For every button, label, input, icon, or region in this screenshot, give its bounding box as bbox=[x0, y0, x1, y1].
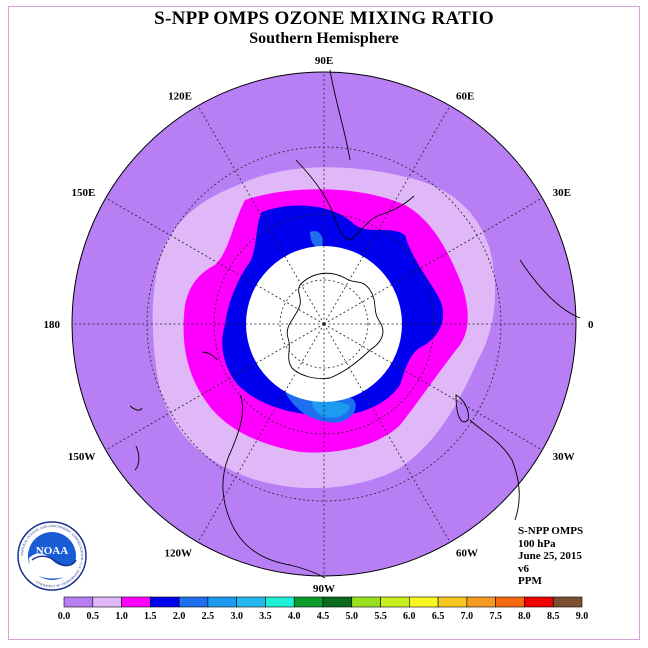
new-zealand-coast bbox=[129, 351, 219, 471]
longitude-label: 30E bbox=[553, 187, 571, 199]
meridian-line bbox=[197, 105, 325, 325]
colorbar-tick-label: 6.5 bbox=[432, 611, 445, 622]
colorbar-tick-label: 5.5 bbox=[374, 611, 387, 622]
longitude-label: 30W bbox=[553, 451, 575, 463]
colorbar-tick-label: 4.5 bbox=[317, 611, 330, 622]
colorbar-swatch bbox=[150, 596, 180, 608]
meridian-line bbox=[323, 323, 543, 451]
longitude-label: 180 bbox=[44, 319, 61, 331]
map-subtitle: Southern Hemisphere bbox=[249, 30, 399, 47]
graticule bbox=[72, 72, 576, 576]
longitude-label: 60W bbox=[456, 548, 478, 560]
longitude-label: 150W bbox=[68, 451, 96, 463]
colorbar-swatch bbox=[121, 596, 151, 608]
coastlines bbox=[129, 69, 581, 579]
colorbar-tick-label: 0.0 bbox=[58, 611, 71, 622]
colorbar-swatch bbox=[92, 596, 122, 608]
colorbar-tick-label: 0.5 bbox=[87, 611, 100, 622]
info-date: June 25, 2015 bbox=[518, 550, 582, 562]
colorbar-tick-label: 3.0 bbox=[230, 611, 243, 622]
antarctica-coast bbox=[286, 272, 384, 379]
colorbar-tick-label: 1.5 bbox=[144, 611, 157, 622]
colorbar-tick-label: 9.0 bbox=[576, 611, 589, 622]
colorbar-swatch bbox=[236, 596, 266, 608]
info-level: 100 hPa bbox=[518, 537, 556, 550]
colorbar-swatch bbox=[552, 596, 583, 608]
map-boundary bbox=[71, 71, 577, 577]
map-title: S-NPP OMPS OZONE MIXING RATIO bbox=[154, 8, 494, 29]
info-version: v6 bbox=[518, 562, 529, 575]
colorbar-swatch bbox=[380, 596, 410, 608]
south-america-coast bbox=[295, 69, 415, 241]
colorbar-swatch bbox=[524, 596, 554, 608]
colorbar-tick-label: 2.5 bbox=[202, 611, 215, 622]
colorbar-tick-label: 2.0 bbox=[173, 611, 186, 622]
colorbar-tick-label: 7.0 bbox=[461, 611, 474, 622]
colorbar-tick-label: 8.0 bbox=[518, 611, 531, 622]
colorbar-swatch bbox=[265, 596, 295, 608]
africa-coast bbox=[469, 259, 581, 521]
meridian-line bbox=[197, 323, 325, 543]
colorbar-swatch bbox=[495, 596, 525, 608]
info-block: S-NPP OMPS 100 hPa June 25, 2015 v6 PPM bbox=[518, 525, 583, 588]
colorbar-tick-label: 8.5 bbox=[547, 611, 560, 622]
latitude-circle-80S bbox=[279, 279, 369, 369]
meridian-line bbox=[105, 197, 325, 325]
info-units: PPM bbox=[518, 575, 542, 587]
colorbar-swatch bbox=[178, 596, 209, 608]
colorbar-tick-label: 4.0 bbox=[288, 611, 301, 622]
ozone-contour-2.0-2.5 bbox=[310, 230, 323, 248]
madagascar-coast bbox=[455, 394, 469, 423]
colorbar-swatch bbox=[351, 596, 381, 608]
meridian-line bbox=[105, 323, 325, 451]
longitude-label: 120E bbox=[168, 90, 192, 102]
colorbar-swatch bbox=[63, 596, 94, 608]
longitude-label: 90W bbox=[313, 583, 335, 595]
colorbar-swatch bbox=[466, 596, 496, 608]
colorbar: 0.0 0.5 1.0 1.5 2.0 2.5 3.0 3.5 4.0 4.5 5.0 5.5 6.0 6… bbox=[58, 596, 589, 622]
longitude-label: 120W bbox=[165, 548, 193, 560]
colorbar-tick-label: 3.5 bbox=[259, 611, 272, 622]
colorbar-tick-label: 5.0 bbox=[346, 611, 359, 622]
noaa-logo: NOAA NATIONAL OCEANIC AND ATMOSPHERIC AD… bbox=[17, 521, 87, 591]
colorbar-tick-label: 6.0 bbox=[403, 611, 416, 622]
longitude-label: 0 bbox=[588, 319, 594, 331]
colorbar-swatch bbox=[293, 596, 324, 608]
meridian-line bbox=[323, 105, 451, 325]
meridian-line bbox=[323, 323, 451, 543]
info-instrument: S-NPP OMPS bbox=[518, 525, 584, 537]
colorbar-swatch bbox=[207, 596, 237, 608]
figure-frame bbox=[8, 6, 640, 640]
meridian-line bbox=[323, 197, 543, 325]
colorbar-tick-label: 1.0 bbox=[115, 611, 128, 622]
longitude-label: 150E bbox=[72, 187, 96, 199]
longitude-label: 60E bbox=[456, 90, 474, 102]
longitude-label: 90E bbox=[315, 55, 333, 67]
colorbar-tick-label: 7.5 bbox=[489, 611, 502, 622]
australia-coast bbox=[222, 394, 326, 579]
ozone-contour-2.5-3.0 bbox=[311, 398, 350, 418]
colorbar-swatch bbox=[409, 596, 439, 608]
colorbar-swatch bbox=[322, 596, 353, 608]
colorbar-swatch bbox=[437, 596, 468, 608]
noaa-logo-text: NOAA bbox=[36, 545, 68, 557]
